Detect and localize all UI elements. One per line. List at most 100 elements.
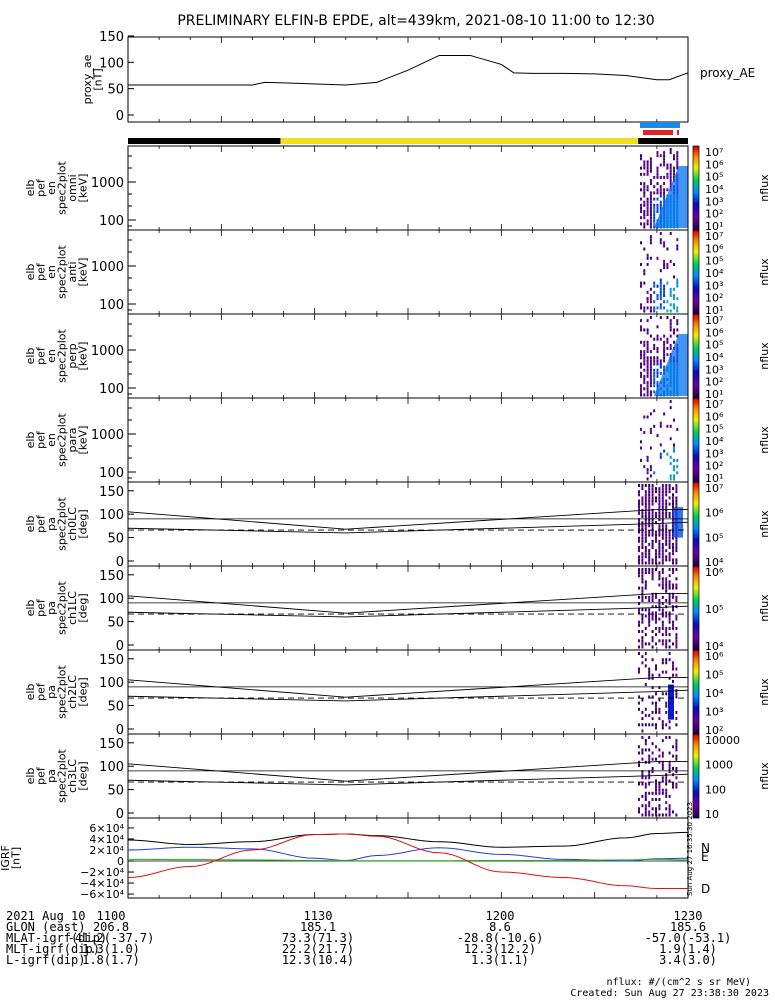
spec-panel-1-colorbar-segment <box>693 209 699 212</box>
pa-panel-2-pa-pixel <box>672 626 674 630</box>
pa-panel-1-pa-pixel <box>648 505 651 509</box>
spec-panel-1-spectral-pixel <box>640 154 642 158</box>
science-zone-bar <box>643 130 673 135</box>
pa-panel-4-pa-pixel <box>641 748 644 752</box>
pa-panel-2-ylabel-3: pa <box>45 601 58 615</box>
pa-panel-2-pa-pixel <box>644 568 647 571</box>
spec-panel-2-zticklabel: 10³ <box>705 279 723 292</box>
pa-panel-2-pa-pixel <box>638 639 640 643</box>
spec-panel-2-colorbar-segment <box>693 290 699 294</box>
pa-panel-1-pa-pixel <box>648 533 651 537</box>
spec-panel-3-spectral-pixel <box>646 384 649 388</box>
pa-panel-4-pa-pixel <box>641 782 644 786</box>
pa-panel-2-pa-pixel <box>638 595 640 599</box>
pa-panel-3-yticklabel: 50 <box>107 700 124 715</box>
pa-panel-1-pa-pixel <box>651 533 654 537</box>
spec-panel-3-colorbar-segment <box>693 393 699 397</box>
spec-panel-2-spectral-pixel <box>649 241 652 245</box>
pa-panel-2-pa-pixel <box>648 642 651 646</box>
pa-panel-1-pa-pixel <box>644 530 647 534</box>
spec-panel-1-ylabel-4: spec2plot <box>55 161 68 215</box>
pa-panel-1-pa-pixel <box>658 542 661 546</box>
pa-panel-3-pa-pixel <box>644 652 647 655</box>
spec-panel-3-spectral-pixel <box>653 359 656 363</box>
pa-panel-4-colorbar-segment <box>693 767 699 770</box>
pa-panel-1-pa-pixel <box>655 499 657 503</box>
footer-row-label: MLAT-igrf(dip) <box>6 931 108 945</box>
spec-panel-1-zticklabel: 10⁴ <box>705 183 724 196</box>
pa-panel-4-pa-pixel <box>661 751 664 755</box>
pa-panel-4-pa-pixel <box>648 791 651 795</box>
pa-panel-1-pa-pixel <box>658 502 661 506</box>
pa-panel-1-ylabel-2: pef <box>34 514 47 533</box>
spec-panel-1-spectral-pixel <box>646 206 649 210</box>
pa-panel-4-colorbar-segment <box>693 736 699 739</box>
spec-panel-1-spectral-pixel <box>649 179 652 182</box>
pa-panel-3-pa-pixel <box>648 670 651 674</box>
pa-panel-3-pa-pixel <box>641 717 644 721</box>
spec-panel-3-spectral-pixel <box>673 340 675 344</box>
pa-panel-1-pa-pixel <box>665 515 668 518</box>
pa-panel-4-pa-pixel <box>672 782 674 786</box>
spec-panel-2-colorbar-segment <box>693 238 699 241</box>
spec-panel-3-colorbar-segment <box>693 339 699 342</box>
spec-panel-3-spectral-pixel <box>646 393 649 397</box>
spec-panel-4-spectral-pixel <box>640 458 642 462</box>
pa-panel-4-colorbar-segment <box>693 740 699 743</box>
spec-panel-2-spectral-pixel <box>656 297 659 301</box>
spec-panel-3-spectral-pixel <box>640 365 642 369</box>
spec-panel-3-spectral-pixel <box>669 343 672 347</box>
pa-panel-3-pa-pixel <box>651 658 654 662</box>
pa-panel-1-colorbar-segment <box>693 563 699 567</box>
spec-panel-4-colorbar-segment <box>693 473 699 476</box>
pa-panel-1-pa-pixel <box>651 527 654 531</box>
pa-panel-2-pa-pixel <box>661 586 664 590</box>
spec-panel-1-spectral-pixel <box>640 222 642 226</box>
spec-panel-1-spectral-pixel <box>659 154 662 158</box>
pa-panel-2-pa-pixel <box>668 580 671 584</box>
pa-panel-2-colorbar-segment <box>693 566 699 569</box>
spec-panel-2-ylabel-2: pef <box>34 262 47 281</box>
pa-panel-1-pa-pixel <box>661 505 664 509</box>
spec-panel-3-colorbar-segment <box>693 387 699 390</box>
spec-panel-1-spectral-pixel <box>640 210 642 213</box>
pa-panel-3-zticklabel: 10⁶ <box>705 650 724 663</box>
pa-panel-4-colorbar-segment <box>693 780 699 783</box>
pa-panel-3-colorbar-segment <box>693 668 699 672</box>
spec-panel-2-spectral-pixel <box>640 241 642 245</box>
pa-panel-2-pa-pixel <box>641 568 644 571</box>
pa-panel-1-colorbar-segment <box>693 492 699 495</box>
spec-panel-1-spectral-pixel <box>646 219 649 223</box>
igrf-panel-ylabel-2: [nT] <box>9 847 22 869</box>
spec-panel-2-spectral-pixel <box>669 232 672 235</box>
pa-panel-2-pa-pixel <box>665 611 668 615</box>
spec-panel-1-spectral-pixel <box>649 160 652 164</box>
spec-panel-1-spectral-pixel <box>653 210 656 213</box>
pa-panel-1-pa-pixel <box>661 527 664 531</box>
spec-panel-2-spectral-pixel <box>649 297 652 301</box>
spec-panel-3-spectral-pixel <box>663 368 666 372</box>
pa-panel-2-yticklabel: 50 <box>107 616 124 631</box>
pa-panel-2-pa-pixel <box>648 599 651 602</box>
pa-panel-4-pa-pixel <box>644 807 647 811</box>
pa-panel-1-pa-pixel <box>641 524 644 528</box>
spec-panel-1-colorbar-segment <box>693 215 699 218</box>
pa-panel-1-colorbar-segment <box>693 536 699 539</box>
pa-panel-1-pa-pixel <box>644 518 647 522</box>
spec-panel-1-colorbar-segment <box>693 175 699 178</box>
spec-panel-2-zticklabel: 10⁷ <box>705 230 723 243</box>
pa-panel-3-pa-pixel <box>665 658 668 662</box>
spec-panel-1-spectral-pixel <box>646 197 649 201</box>
pa-panel-1-pa-pixel <box>641 530 644 534</box>
pa-panel-3-colorbar-segment <box>693 658 699 661</box>
pa-panel-4-pa-pixel <box>661 791 664 795</box>
spec-panel-3-zticklabel: 10⁴ <box>705 351 724 364</box>
igrf-panel-yticklabel: −6×10⁴ <box>80 888 124 901</box>
pa-panel-3-pa-pixel <box>661 670 664 674</box>
pa-panel-2-colorbar-segment <box>693 643 699 647</box>
pa-panel-1-pa-pixel <box>658 552 661 556</box>
pa-panel-1-ylabel-1: elb <box>24 516 37 533</box>
pa-panel-3-pa-pixel <box>655 704 657 708</box>
pa-panel-2-pa-pixel <box>644 642 647 646</box>
pa-panel-2-pa-pixel <box>648 617 651 621</box>
